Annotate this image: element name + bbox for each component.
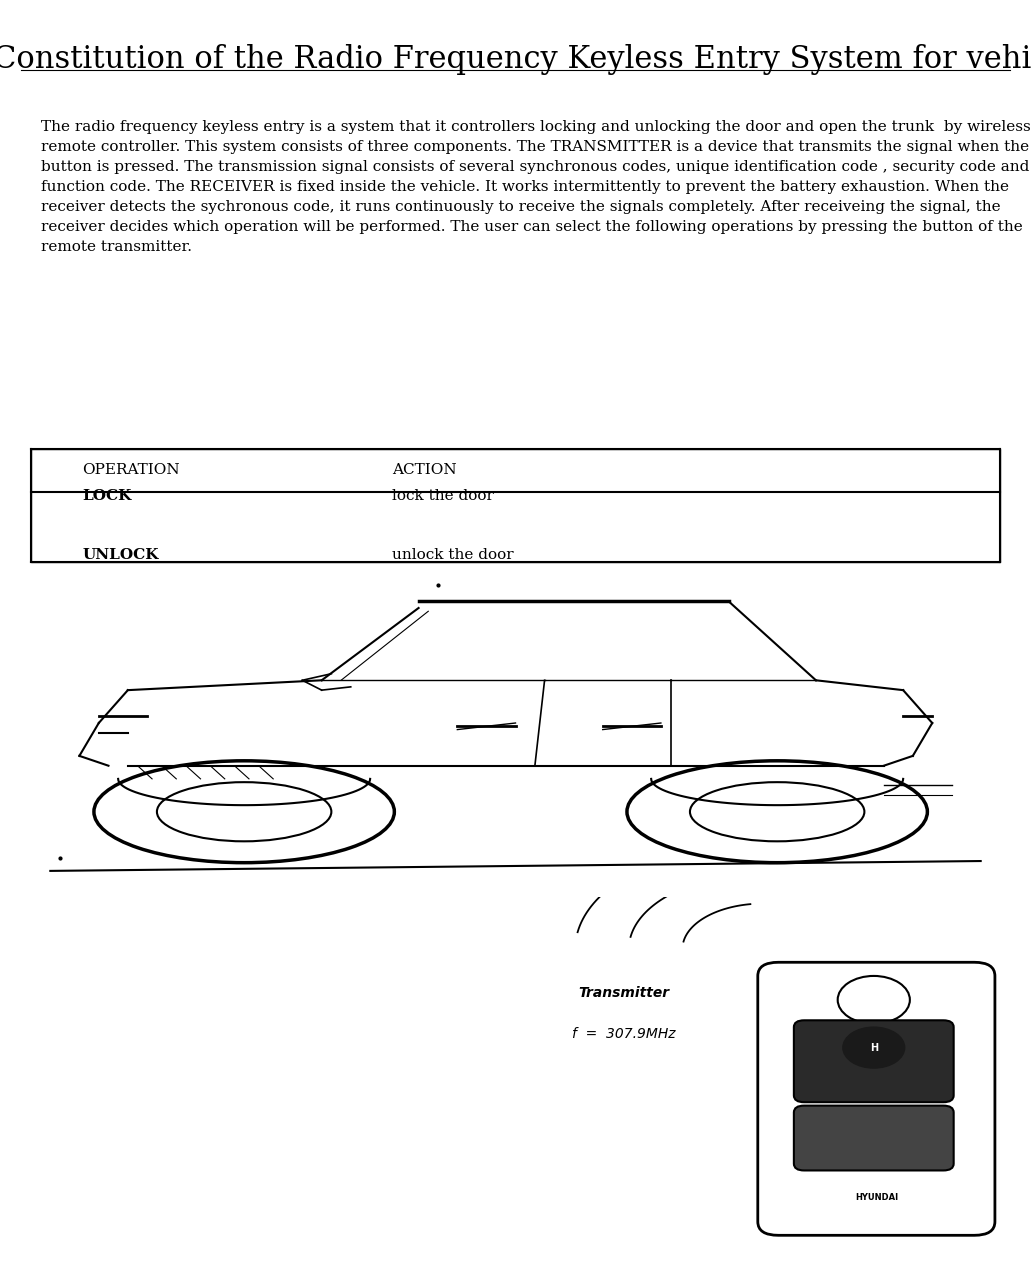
Text: lock the door: lock the door <box>392 489 494 503</box>
Text: OPERATION: OPERATION <box>82 464 180 478</box>
Text: Transmitter: Transmitter <box>578 986 669 1000</box>
FancyBboxPatch shape <box>794 1106 954 1170</box>
Text: The radio frequency keyless entry is a system that it controllers locking and un: The radio frequency keyless entry is a s… <box>41 120 1031 254</box>
Text: H: H <box>870 1043 877 1053</box>
Text: ACTION: ACTION <box>392 464 457 478</box>
Text: HYUNDAI: HYUNDAI <box>855 1193 898 1202</box>
Bar <box>31 449 1000 562</box>
Circle shape <box>843 1028 905 1068</box>
FancyBboxPatch shape <box>758 962 995 1235</box>
Text: unlock the door: unlock the door <box>392 549 513 562</box>
Text: 1. Constitution of the Radio Frequency Keyless Entry System for vehicle: 1. Constitution of the Radio Frequency K… <box>0 44 1031 76</box>
Text: LOCK: LOCK <box>82 489 132 503</box>
FancyBboxPatch shape <box>794 1020 954 1102</box>
Text: UNLOCK: UNLOCK <box>82 549 159 562</box>
Text: f  =  307.9MHz: f = 307.9MHz <box>572 1026 675 1042</box>
